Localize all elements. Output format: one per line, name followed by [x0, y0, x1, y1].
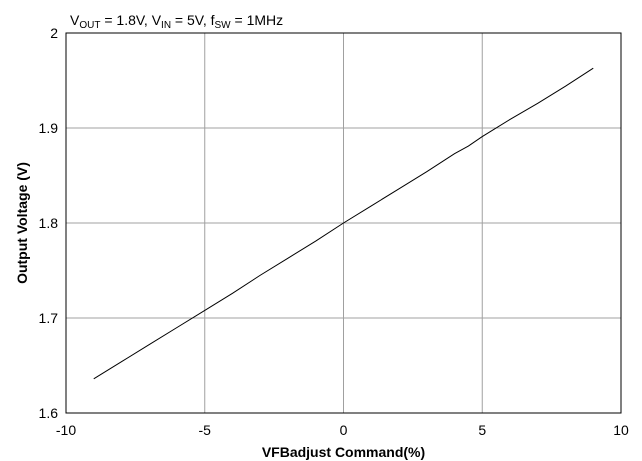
- x-tick-label: -5: [199, 422, 212, 438]
- series-line: [93, 67, 594, 380]
- conditions-annotation: VOUT = 1.8V, VIN = 5V, fSW = 1MHz: [70, 12, 283, 31]
- y-tick-label: 1.6: [39, 405, 59, 421]
- x-tick-label: 0: [340, 422, 348, 438]
- y-tick-label: 2: [50, 25, 58, 41]
- y-tick-label: 1.7: [39, 310, 59, 326]
- x-axis-title: VFBadjust Command(%): [262, 444, 425, 460]
- y-tick-label: 1.8: [39, 215, 59, 231]
- plot-frame: [65, 32, 622, 414]
- x-tick-label: 10: [613, 422, 629, 438]
- y-axis-title: Output Voltage (V): [14, 162, 30, 284]
- x-tick-label: -10: [56, 422, 76, 438]
- x-tick-label: 5: [478, 422, 486, 438]
- tick-labels: -10 -5 0 5 10 1.6 1.7 1.8 1.9 2: [39, 25, 629, 438]
- y-tick-label: 1.9: [39, 120, 59, 136]
